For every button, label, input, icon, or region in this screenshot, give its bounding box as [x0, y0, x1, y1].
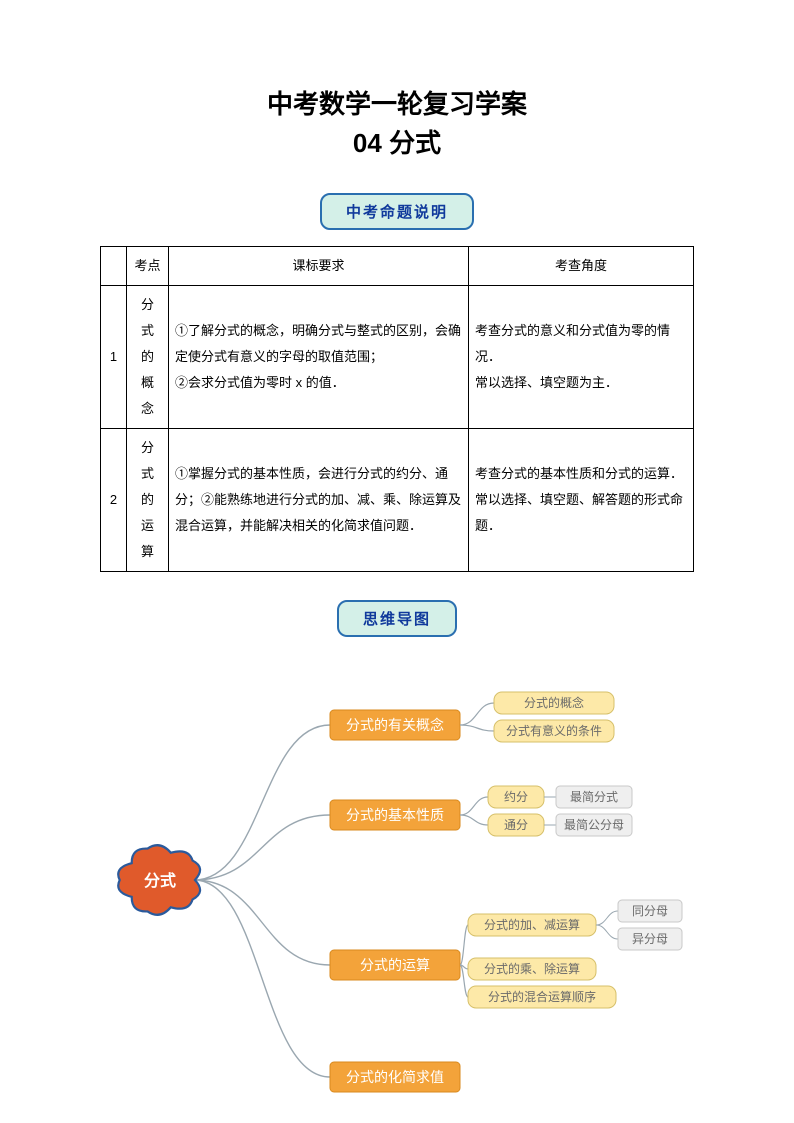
svg-text:通分: 通分 [504, 818, 528, 832]
th-topic: 考点 [127, 247, 169, 286]
section-badge-1: 中考命题说明 [320, 193, 474, 230]
svg-text:约分: 约分 [504, 789, 528, 804]
svg-text:分式的化简求值: 分式的化简求值 [346, 1069, 444, 1086]
svg-text:异分母: 异分母 [632, 932, 668, 946]
svg-text:分式的有关概念: 分式的有关概念 [346, 717, 444, 734]
svg-text:分式的混合运算顺序: 分式的混合运算顺序 [488, 989, 596, 1004]
cell-topic: 分式的概念 [127, 286, 169, 429]
svg-text:分式的概念: 分式的概念 [524, 695, 584, 710]
cell-index: 2 [101, 429, 127, 572]
svg-text:最简分式: 最简分式 [570, 790, 618, 804]
table-row: 2分式的运算①掌握分式的基本性质，会进行分式的约分、通分；②能熟练地进行分式的加… [101, 429, 694, 572]
th-index [101, 247, 127, 286]
th-angle: 考查角度 [469, 247, 694, 286]
requirements-table: 考点 课标要求 考查角度 1分式的概念①了解分式的概念，明确分式与整式的区别，会… [100, 246, 694, 572]
title-sub: 04 分式 [100, 124, 694, 163]
svg-text:分式: 分式 [144, 871, 176, 890]
svg-text:同分母: 同分母 [632, 904, 668, 918]
title-main: 中考数学一轮复习学案 [100, 85, 694, 124]
svg-text:分式的加、减运算: 分式的加、减运算 [484, 917, 580, 932]
title-block: 中考数学一轮复习学案 04 分式 [100, 85, 694, 163]
cell-angle: 考查分式的意义和分式值为零的情况．常以选择、填空题为主． [469, 286, 694, 429]
mindmap-svg: 分式 分式的有关概念分式的基本性质分式的运算分式的化简求值 分式的概念分式有意义的条… [100, 600, 694, 1110]
table-header-row: 考点 课标要求 考查角度 [101, 247, 694, 286]
cell-angle: 考查分式的基本性质和分式的运算．常以选择、填空题、解答题的形式命题． [469, 429, 694, 572]
cell-topic: 分式的运算 [127, 429, 169, 572]
cell-req: ①了解分式的概念，明确分式与整式的区别，会确定使分式有意义的字母的取值范围；②会… [169, 286, 469, 429]
svg-text:分式有意义的条件: 分式有意义的条件 [506, 723, 602, 738]
svg-text:最简公分母: 最简公分母 [564, 818, 624, 832]
svg-text:分式的基本性质: 分式的基本性质 [346, 807, 444, 824]
th-req: 课标要求 [169, 247, 469, 286]
cell-index: 1 [101, 286, 127, 429]
svg-text:分式的乘、除运算: 分式的乘、除运算 [484, 961, 580, 976]
table-row: 1分式的概念①了解分式的概念，明确分式与整式的区别，会确定使分式有意义的字母的取… [101, 286, 694, 429]
mindmap-section: 思维导图 分式分式的有关概念分式的基本性质分式的运算分式的化简求值分式的概念分式… [100, 600, 694, 1060]
svg-text:分式的运算: 分式的运算 [360, 958, 430, 974]
cell-req: ①掌握分式的基本性质，会进行分式的约分、通分；②能熟练地进行分式的加、减、乘、除… [169, 429, 469, 572]
